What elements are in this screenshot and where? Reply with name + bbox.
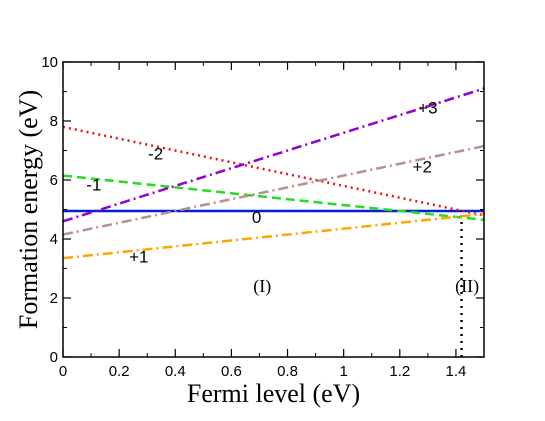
y-axis-label: Formation energy (eV) <box>14 90 43 329</box>
y-tick-label: 0 <box>50 349 58 366</box>
ticks-layer: 0 0.2 0.4 0.6 0.8 1 1.2 1.4 0 2 4 6 8 10 <box>41 54 485 380</box>
y-tick-label: 4 <box>50 231 58 248</box>
labels-layer: -2 -1 0 +1 +2 +3 (I) (II) <box>86 99 479 297</box>
y-tick-label: 2 <box>50 290 58 307</box>
y-tick-label: 8 <box>50 113 58 130</box>
series-label: +3 <box>418 99 437 118</box>
series-line-charge-plus2 <box>62 144 485 236</box>
series-layer <box>62 87 485 357</box>
series-line-charge-minus1 <box>62 174 485 222</box>
x-axis-label: Fermi level (eV) <box>187 379 360 408</box>
y-tick-label: 10 <box>41 54 58 71</box>
x-tick-label: 0.8 <box>277 363 298 380</box>
series-label: +1 <box>129 248 148 267</box>
x-tick-label: 0 <box>59 363 67 380</box>
series-label: -1 <box>86 175 101 194</box>
x-tick-label: 0.4 <box>165 363 186 380</box>
series-label: -2 <box>148 144 163 163</box>
x-tick-label: 0.6 <box>221 363 242 380</box>
series-label: +2 <box>413 158 432 177</box>
x-tick-label: 0.2 <box>109 363 130 380</box>
x-tick-label: 1.4 <box>446 363 467 380</box>
x-tick-label: 1.2 <box>389 363 410 380</box>
y-tick-label: 6 <box>50 172 58 189</box>
series-label: 0 <box>252 208 261 227</box>
region-label: (I) <box>253 276 271 297</box>
series-line-charge-plus3 <box>62 87 485 223</box>
x-tick-label: 1 <box>339 363 347 380</box>
region-label: (II) <box>455 276 479 297</box>
